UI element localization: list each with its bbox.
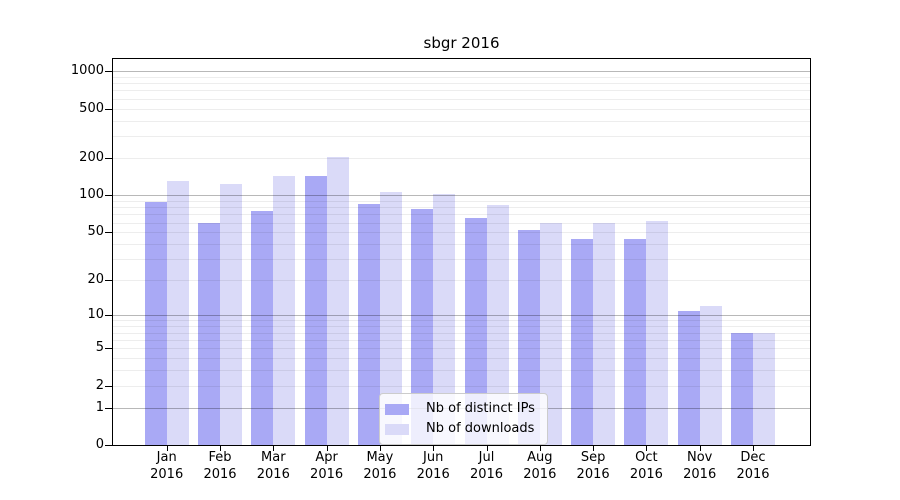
bar-downloads-oct bbox=[646, 220, 669, 445]
bar-distinct-ips-jun bbox=[411, 209, 434, 445]
y-tick-mark bbox=[105, 280, 112, 282]
x-tick-label-jul: Jul 2016 bbox=[469, 450, 504, 482]
bar-distinct-ips-jul bbox=[464, 217, 487, 445]
y-tick-mark bbox=[105, 445, 112, 446]
bar-distinct-ips-aug bbox=[517, 230, 540, 445]
bar-distinct-ips-oct bbox=[624, 239, 647, 445]
y-tick-label: 100 bbox=[79, 187, 104, 203]
x-tick-mark bbox=[273, 445, 275, 451]
x-tick-mark bbox=[486, 445, 488, 451]
y-tick-mark bbox=[105, 407, 112, 409]
bar-downloads-jun bbox=[433, 194, 456, 445]
legend-label-distinct-ips: Nb of distinct IPs bbox=[426, 401, 535, 416]
x-tick-mark bbox=[753, 445, 754, 451]
plot-area: Nb of distinct IPs Nb of downloads bbox=[112, 58, 811, 446]
y-tick-label: 200 bbox=[79, 150, 104, 165]
bar-downloads-apr bbox=[326, 156, 349, 445]
legend-item-downloads: Nb of downloads bbox=[385, 419, 535, 439]
bar-downloads-jan bbox=[166, 181, 189, 445]
bars-layer bbox=[113, 59, 810, 445]
x-tick-mark bbox=[166, 445, 168, 451]
y-tick-label: 2 bbox=[95, 377, 104, 393]
legend: Nb of distinct IPs Nb of downloads bbox=[379, 393, 548, 445]
y-tick-mark bbox=[105, 71, 112, 73]
y-tick-label: 1 bbox=[95, 399, 104, 415]
bar-distinct-ips-jan bbox=[144, 201, 167, 445]
bar-downloads-sep bbox=[593, 222, 616, 445]
x-tick-mark bbox=[699, 445, 701, 451]
bar-distinct-ips-feb bbox=[198, 223, 220, 445]
x-tick-mark bbox=[433, 445, 435, 451]
x-tick-label-nov: Nov 2016 bbox=[683, 450, 717, 482]
x-tick-mark bbox=[379, 445, 381, 451]
y-tick-mark bbox=[105, 195, 112, 197]
x-tick-mark bbox=[593, 445, 595, 451]
y-tick-mark bbox=[105, 348, 112, 349]
bar-distinct-ips-may bbox=[357, 204, 380, 445]
y-tick-label: 500 bbox=[79, 100, 104, 116]
x-tick-mark bbox=[220, 445, 221, 451]
legend-item-distinct-ips: Nb of distinct IPs bbox=[385, 399, 535, 419]
bar-distinct-ips-mar bbox=[251, 211, 274, 445]
y-tick-label: 5 bbox=[95, 340, 104, 355]
bar-downloads-feb bbox=[220, 183, 242, 445]
x-tick-mark bbox=[539, 445, 541, 451]
legend-swatch-distinct-ips-icon bbox=[385, 403, 409, 415]
bar-distinct-ips-nov bbox=[677, 310, 700, 445]
y-tick-mark bbox=[105, 385, 112, 387]
x-tick-label-feb: Feb 2016 bbox=[203, 450, 237, 482]
chart-title: sbgr 2016 bbox=[423, 34, 500, 52]
legend-label-downloads: Nb of downloads bbox=[426, 421, 535, 436]
x-tick-mark bbox=[326, 445, 328, 451]
x-tick-label-aug: Aug 2016 bbox=[523, 450, 557, 482]
bar-downloads-mar bbox=[273, 176, 296, 445]
bar-downloads-nov bbox=[699, 306, 722, 445]
x-tick-mark bbox=[646, 445, 648, 451]
y-tick-mark bbox=[105, 315, 112, 317]
bar-distinct-ips-dec bbox=[731, 332, 753, 445]
x-tick-label-jun: Jun 2016 bbox=[416, 450, 450, 482]
x-tick-label-dec: Dec 2016 bbox=[736, 450, 770, 482]
bar-distinct-ips-sep bbox=[571, 239, 594, 445]
x-tick-label-may: May 2016 bbox=[363, 450, 397, 482]
legend-swatch-downloads-icon bbox=[385, 423, 409, 435]
bar-distinct-ips-apr bbox=[304, 176, 327, 445]
bar-downloads-aug bbox=[539, 222, 562, 445]
y-tick-mark bbox=[105, 158, 112, 159]
y-tick-label: 50 bbox=[87, 224, 104, 240]
bar-downloads-jul bbox=[486, 204, 509, 445]
y-tick-mark bbox=[105, 232, 112, 234]
bar-downloads-may bbox=[379, 191, 402, 445]
y-tick-label: 0 bbox=[95, 437, 104, 452]
x-tick-label-sep: Sep 2016 bbox=[576, 450, 610, 482]
x-tick-label-apr: Apr 2016 bbox=[310, 450, 344, 482]
bar-downloads-dec bbox=[753, 332, 775, 445]
x-tick-label-jan: Jan 2016 bbox=[150, 450, 184, 482]
y-tick-label: 10 bbox=[87, 307, 104, 323]
x-tick-label-oct: Oct 2016 bbox=[629, 450, 663, 482]
y-tick-label: 20 bbox=[87, 272, 104, 288]
y-tick-mark bbox=[105, 108, 112, 110]
y-tick-label: 1000 bbox=[70, 63, 104, 79]
x-tick-label-mar: Mar 2016 bbox=[256, 450, 290, 482]
